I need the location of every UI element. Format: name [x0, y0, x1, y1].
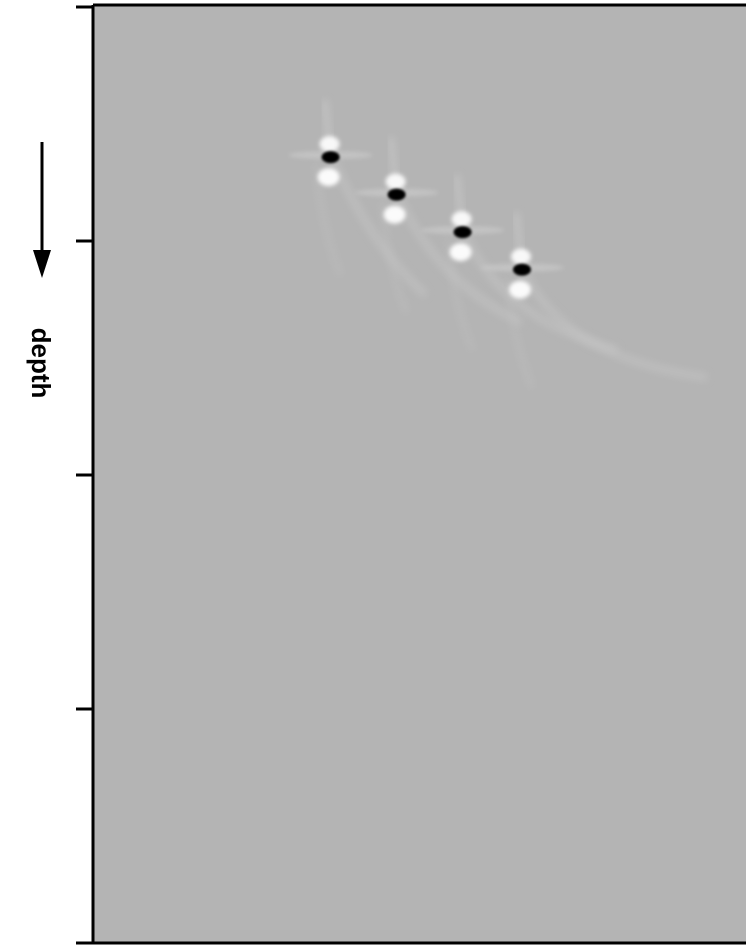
scatterer-core — [453, 226, 472, 239]
scatterer-tail-lower — [518, 266, 708, 382]
y-axis-label: depth — [26, 327, 56, 399]
scatterer-halo-bottom — [509, 280, 531, 299]
y-ticks — [76, 5, 93, 945]
scatterer-1 — [288, 99, 428, 298]
scatterer-halo-top — [319, 136, 340, 153]
scatterer-4 — [480, 212, 708, 389]
scatterer-tail-lower — [327, 153, 428, 298]
scatterer-core — [321, 151, 340, 164]
scatterer-halo-top — [451, 211, 472, 228]
plot-area — [93, 5, 746, 943]
depth-arrow-icon — [33, 142, 51, 278]
scatterer-halo-top — [511, 248, 531, 265]
scatterer-core — [513, 263, 531, 276]
scatterer-halo-bottom — [383, 205, 406, 224]
scatterer-halo-top — [385, 173, 406, 190]
scatterer-2 — [354, 137, 524, 326]
heatmap-features — [288, 99, 708, 389]
scatterer-core — [387, 188, 406, 201]
scatterer-tail-lower — [393, 191, 524, 326]
y-axis-label-container: depth — [16, 310, 76, 420]
scatterer-halo-bottom — [449, 243, 472, 262]
scatterer-halo-bottom — [317, 168, 340, 187]
